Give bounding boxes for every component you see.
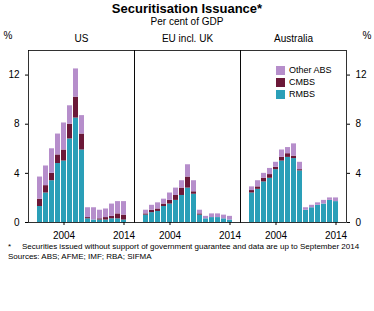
html-text:Securities issued without supp: Securities issued without support of gov…	[22, 242, 360, 251]
html-text:Securitisation Issuance*: Securitisation Issuance*	[111, 1, 263, 16]
svg-text:2014: 2014	[325, 230, 348, 241]
svg-text:2004: 2004	[159, 230, 182, 241]
svg-text:12: 12	[356, 69, 368, 80]
svg-text:4: 4	[14, 168, 20, 179]
html-text:RMBS: RMBS	[289, 89, 315, 99]
svg-text:%: %	[4, 30, 13, 41]
svg-text:2014: 2014	[113, 230, 136, 241]
svg-text:0: 0	[14, 217, 20, 228]
html-text:Other ABS: Other ABS	[289, 65, 332, 75]
svg-text:Australia: Australia	[274, 33, 313, 44]
html-text:CMBS: CMBS	[289, 77, 315, 87]
svg-text:4: 4	[356, 168, 362, 179]
svg-text:12: 12	[8, 69, 20, 80]
svg-text:US: US	[75, 33, 89, 44]
svg-text:%: %	[363, 30, 372, 41]
svg-text:2004: 2004	[53, 230, 76, 241]
html-text:Per cent of GDP: Per cent of GDP	[150, 16, 224, 27]
svg-text:8: 8	[14, 118, 20, 129]
html-text:Sources: ABS; AFME; IMF; RBA;: Sources: ABS; AFME; IMF; RBA; SIFMA	[8, 252, 152, 261]
svg-text:2014: 2014	[219, 230, 242, 241]
svg-text:8: 8	[356, 118, 362, 129]
svg-text:EU incl. UK: EU incl. UK	[162, 33, 213, 44]
svg-text:0: 0	[356, 217, 362, 228]
svg-text:2004: 2004	[265, 230, 288, 241]
